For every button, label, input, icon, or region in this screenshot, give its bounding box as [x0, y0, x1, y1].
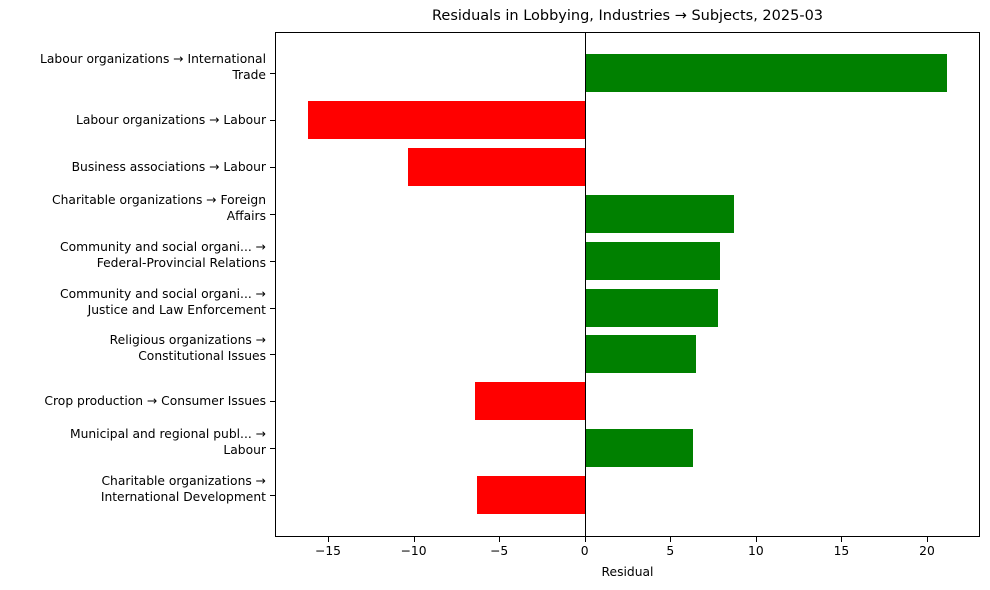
bar	[584, 54, 948, 92]
x-tick-mark	[670, 537, 672, 542]
y-tick-label: Community and social organi... → Justice…	[60, 286, 266, 317]
y-tick-label: Charitable organizations → Foreign Affai…	[52, 192, 266, 223]
y-tick-label: Labour organizations → International Tra…	[40, 52, 266, 82]
x-tick-mark	[755, 537, 757, 542]
x-tick-label: −5	[490, 544, 509, 558]
y-tick-mark	[270, 354, 275, 356]
y-tick-mark	[270, 73, 275, 74]
bar	[584, 241, 720, 280]
y-tick-mark	[270, 260, 275, 262]
y-tick-mark	[270, 213, 275, 215]
y-tick-mark	[270, 166, 275, 168]
x-tick-label: 20	[919, 544, 935, 558]
y-tick-label: Religious organizations → Constitutional…	[109, 333, 266, 364]
y-tick-label: Crop production → Consumer Issues	[44, 394, 266, 409]
x-tick-label: 10	[748, 544, 764, 558]
y-tick-label: Labour organizations → Labour	[75, 112, 266, 127]
y-tick-mark	[270, 448, 275, 450]
chart-title: Residuals in Lobbying, Industries → Subj…	[431, 8, 824, 24]
x-tick-mark	[926, 537, 928, 542]
x-tick-label: −10	[400, 544, 427, 558]
x-tick-label: 5	[666, 544, 675, 558]
bar	[408, 147, 585, 186]
x-tick-mark	[328, 537, 330, 542]
bar	[476, 476, 585, 515]
x-tick-label: 0	[580, 544, 589, 558]
y-tick-label: Municipal and regional publ... → Labour	[69, 427, 266, 458]
x-axis-label: Residual	[601, 565, 654, 579]
bar	[584, 288, 719, 327]
y-tick-label: Charitable organizations → International…	[100, 474, 266, 505]
y-tick-mark	[270, 119, 275, 121]
x-tick-mark	[413, 537, 415, 542]
y-tick-mark	[270, 307, 275, 309]
y-tick-label: Community and social organi... → Federal…	[60, 239, 266, 270]
zero-line	[584, 33, 586, 536]
y-tick-label: Business associations → Labour	[71, 159, 266, 174]
x-tick-label: −15	[315, 544, 341, 558]
x-tick-mark	[584, 537, 586, 542]
bar	[584, 194, 734, 233]
x-tick-label: 15	[833, 544, 850, 558]
x-tick-mark	[841, 537, 843, 542]
x-tick-mark	[499, 537, 501, 542]
bar	[307, 100, 585, 139]
bar	[584, 429, 693, 468]
bar	[584, 335, 696, 374]
plot-area	[275, 32, 980, 537]
bar	[475, 382, 585, 421]
y-tick-mark	[270, 495, 275, 497]
y-tick-mark	[270, 401, 275, 403]
